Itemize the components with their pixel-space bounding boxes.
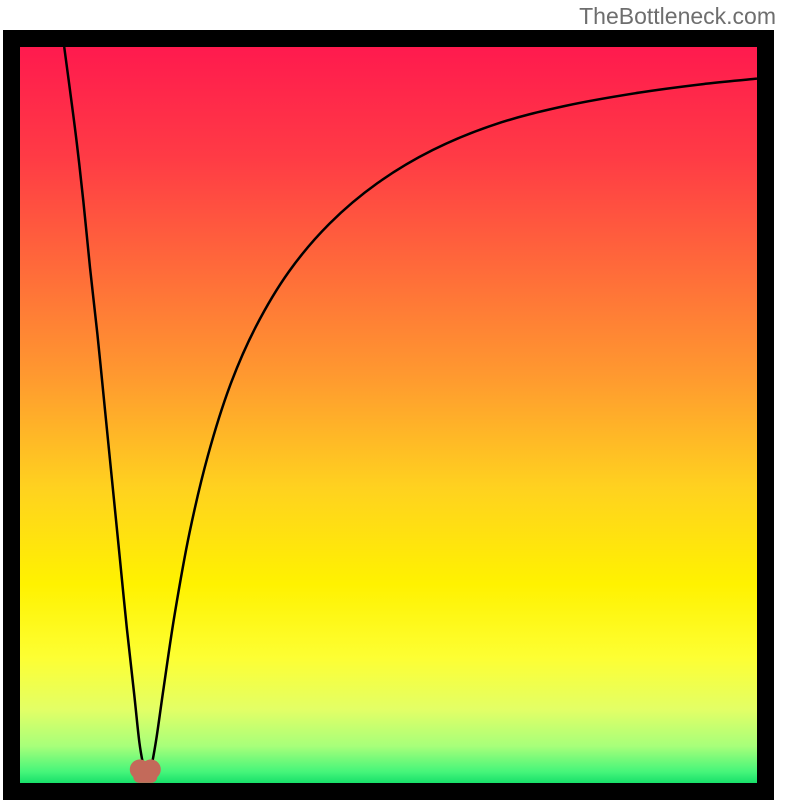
chart-svg	[0, 0, 800, 800]
watermark-text: TheBottleneck.com	[579, 3, 776, 30]
dip-marker	[130, 759, 161, 783]
stage: TheBottleneck.com	[0, 0, 800, 800]
